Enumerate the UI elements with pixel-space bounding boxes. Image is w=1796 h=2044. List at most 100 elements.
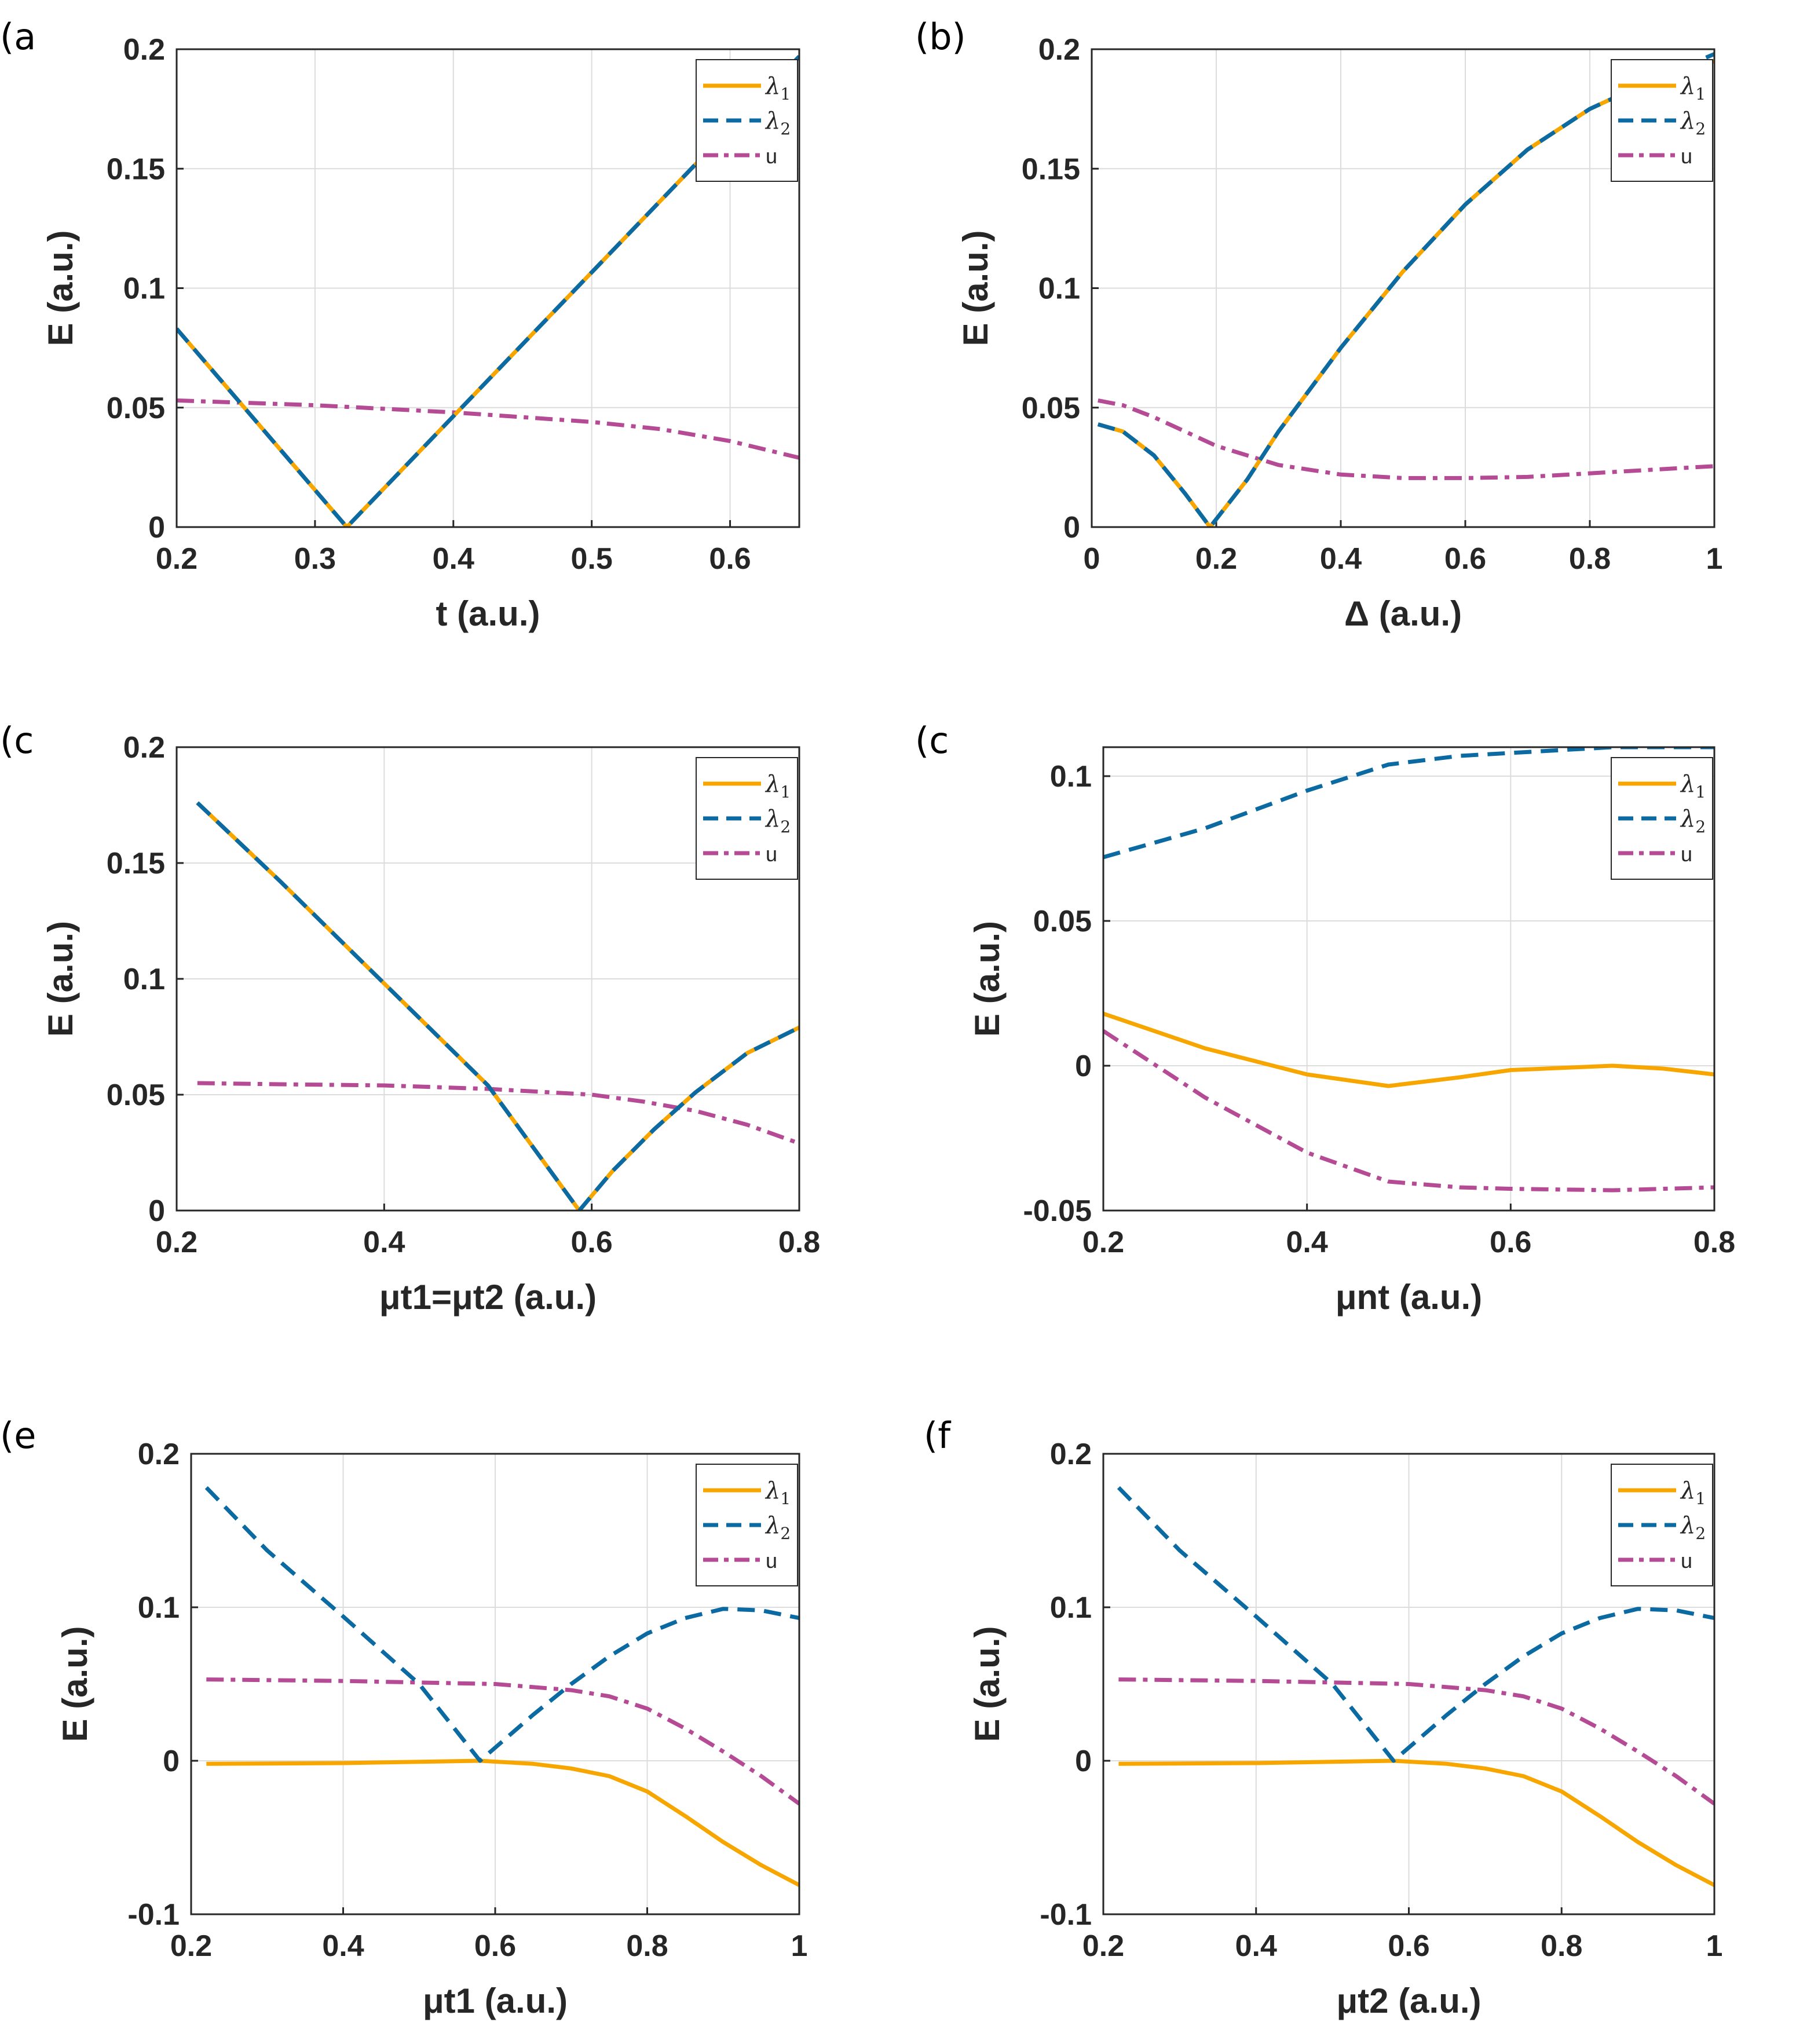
axes-box <box>1091 48 1715 528</box>
series-lambda1-line <box>1103 1011 1714 1088</box>
x-tick-label: 0 <box>1084 542 1100 576</box>
legend-label-lambda1: λ1 <box>1680 73 1706 104</box>
x-tick-label: 1 <box>791 1929 808 1963</box>
x-tick-label: 0.6 <box>709 542 751 576</box>
x-tick-label: 1 <box>1706 542 1723 576</box>
x-tick-label: 0.2 <box>1082 1226 1124 1259</box>
series-lambda2-line <box>177 54 799 527</box>
y-tick-label: 0 <box>1075 1745 1092 1778</box>
axes-box <box>1102 1453 1715 1915</box>
panel-letter: (b) <box>915 16 966 58</box>
y-tick-label: 0.05 <box>1033 905 1092 938</box>
y-tick-label: 0.15 <box>107 847 165 880</box>
x-tick-label: 0.8 <box>1693 1226 1735 1259</box>
series-lambda1-line <box>206 1758 799 1887</box>
legend-label-u: u <box>1681 144 1692 168</box>
x-tick-label: 0.4 <box>1286 1226 1328 1259</box>
legend-label-lambda1: λ1 <box>765 771 791 802</box>
y-tick-label: -0.05 <box>1023 1194 1092 1228</box>
y-tick-label: 0.2 <box>1050 1438 1092 1471</box>
axes-box <box>175 48 800 528</box>
panel-3: (c 0.2 0.4 0.6 0.8 -0.05 0 0.05 0.1 μnt (a.u.) E (… <box>915 719 1735 1317</box>
y-axis-label: E (a.u.) <box>56 1626 94 1742</box>
legend: λ1 λ2 u <box>1611 757 1713 880</box>
legend: λ1 λ2 u <box>696 59 798 182</box>
x-axis-label: μt2 (a.u.) <box>1336 1981 1481 2020</box>
x-tick-label: 0.6 <box>1388 1929 1429 1963</box>
panel-1: (b) 0 0.2 0.4 0.6 0.8 1 0 0.05 0.1 0.15 0.2 Δ (a.u.)… <box>915 16 1722 633</box>
series-lambda2-line <box>204 1486 799 1763</box>
series-lambda2-line <box>1103 747 1714 860</box>
legend-label-lambda1: λ1 <box>765 73 791 104</box>
y-tick-label: 0 <box>163 1745 180 1778</box>
x-tick-label: 0.6 <box>1490 1226 1531 1259</box>
x-axis-label: μt1 (a.u.) <box>423 1981 568 2020</box>
x-tick-label: 0.8 <box>778 1226 820 1259</box>
legend: λ1 λ2 u <box>1611 1464 1713 1586</box>
y-tick-label: 0.15 <box>107 152 165 186</box>
x-tick-label: 0.2 <box>1195 542 1237 576</box>
x-tick-label: 0.6 <box>1444 542 1486 576</box>
panel-5: (f 0.2 0.4 0.6 0.8 1 -0.1 0 0.1 0.2 μt2 (a.u.) E (a… <box>924 1414 1722 2020</box>
x-axis-label: Δ (a.u.) <box>1344 594 1462 633</box>
x-tick-label: 0.4 <box>1235 1929 1277 1963</box>
x-axis-label: μnt (a.u.) <box>1336 1278 1482 1317</box>
legend-label-u: u <box>766 144 777 168</box>
legend: λ1 λ2 u <box>696 1464 798 1586</box>
legend-label-lambda2: λ2 <box>1680 806 1706 836</box>
x-tick-label: 0.8 <box>626 1929 668 1963</box>
x-tick-label: 0.2 <box>1082 1929 1124 1963</box>
x-tick-label: 0.5 <box>571 542 613 576</box>
series-u-line <box>197 1081 799 1146</box>
axes-box <box>175 746 800 1212</box>
axes-box <box>1102 746 1715 1212</box>
y-tick-label: 0 <box>148 511 165 544</box>
legend: λ1 λ2 u <box>696 757 798 880</box>
x-tick-label: 0.2 <box>156 1226 197 1259</box>
x-axis-label: μt1=μt2 (a.u.) <box>379 1278 597 1317</box>
x-tick-label: 0.6 <box>571 1226 613 1259</box>
y-tick-label: 0.1 <box>138 1591 180 1625</box>
y-tick-label: 0.05 <box>1022 392 1080 425</box>
y-tick-label: 0.1 <box>1038 272 1080 306</box>
series-lambda2-line <box>196 801 799 1211</box>
y-tick-label: -0.1 <box>127 1898 180 1932</box>
panel-letter: (c <box>0 719 34 762</box>
y-tick-label: 0.15 <box>1022 152 1080 186</box>
legend-label-u: u <box>766 842 777 866</box>
panel-letter: (c <box>915 719 949 762</box>
panel-2: (c 0.2 0.4 0.6 0.8 0 0.05 0.1 0.15 0.2 μt1=μt2 (a.… <box>0 719 820 1317</box>
panel-0: (a 0.2 0.3 0.4 0.5 0.6 0 0.05 0.1 0.15 0.2 t (a.u.)… <box>0 16 800 633</box>
y-axis-label: E (a.u.) <box>956 230 995 346</box>
series-u-line <box>177 398 799 460</box>
panel-4: (e 0.2 0.4 0.6 0.8 1 -0.1 0 0.1 0.2 μt1 (a.u.) E (a… <box>0 1414 807 2020</box>
panel-letter: (a <box>0 16 36 58</box>
x-tick-label: 0.4 <box>1320 542 1362 576</box>
y-tick-label: 0.2 <box>123 33 165 67</box>
series-lambda1-line <box>1118 1758 1714 1887</box>
series-lambda2-line <box>1097 52 1714 527</box>
legend-label-lambda2: λ2 <box>765 108 791 138</box>
y-tick-label: 0.2 <box>1038 33 1080 67</box>
x-tick-label: 0.4 <box>433 542 474 576</box>
x-tick-label: 1 <box>1706 1929 1723 1963</box>
y-tick-label: 0 <box>1063 511 1080 544</box>
y-tick-label: 0.1 <box>123 963 165 996</box>
y-tick-label: 0.1 <box>1050 1591 1092 1625</box>
y-tick-label: 0.2 <box>123 731 165 765</box>
panel-letter: (f <box>924 1414 952 1457</box>
panel-letter: (e <box>0 1414 36 1457</box>
y-tick-label: 0 <box>1075 1050 1092 1083</box>
x-tick-label: 0.6 <box>474 1929 516 1963</box>
legend-label-lambda1: λ1 <box>1680 1478 1706 1508</box>
y-tick-label: 0.05 <box>107 1078 165 1112</box>
legend: λ1 λ2 u <box>1611 59 1713 182</box>
x-axis-label: t (a.u.) <box>436 594 540 633</box>
y-tick-label: 0.1 <box>123 272 165 306</box>
y-axis-label: E (a.u.) <box>968 1626 1007 1742</box>
legend-label-u: u <box>1681 1549 1692 1573</box>
x-tick-label: 0.4 <box>322 1929 364 1963</box>
y-axis-label: E (a.u.) <box>41 921 80 1037</box>
x-tick-label: 0.8 <box>1541 1929 1582 1963</box>
